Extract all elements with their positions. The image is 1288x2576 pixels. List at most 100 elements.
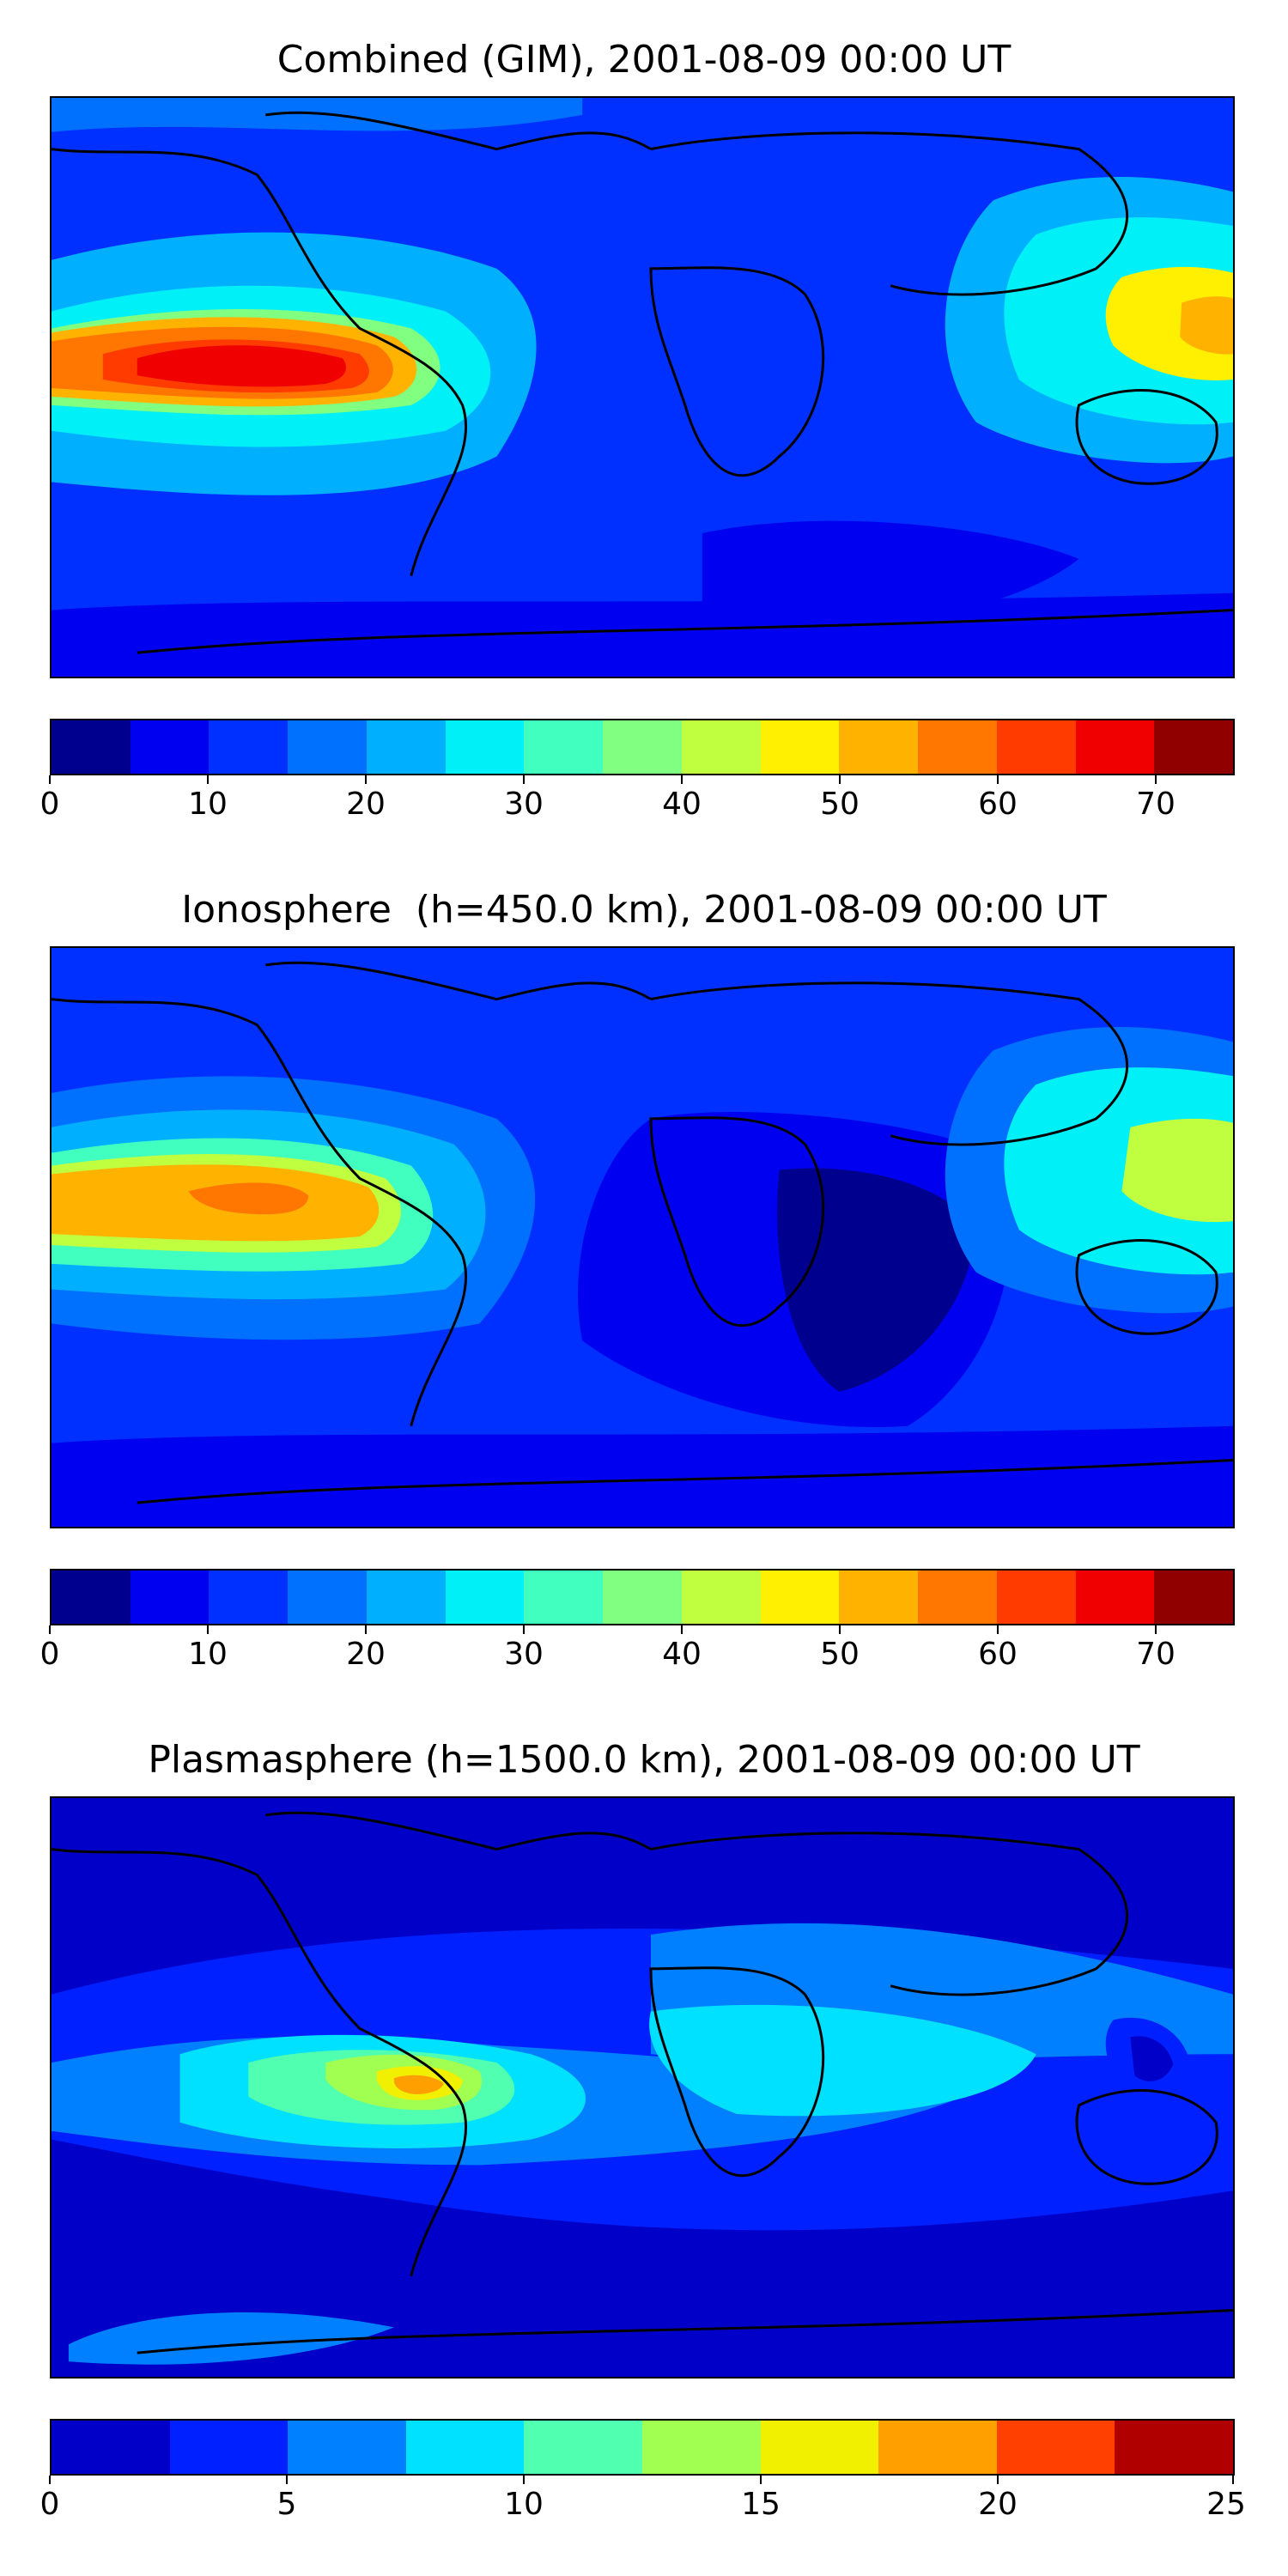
contour-band [777,1168,976,1392]
colorbar-tick-label: 40 [662,787,702,822]
colorbar-segment [839,1571,919,1624]
colorbar-segment [288,1571,367,1624]
colorbar-tick-label: 0 [39,2487,60,2522]
colorbar-tick-label: 70 [1136,1637,1176,1672]
colorbar-tick [839,1625,841,1634]
colorbar-tick [760,2476,762,2484]
contour-band [393,2075,444,2094]
colorbar-tick [1155,1625,1157,1634]
panel-3-map [50,1796,1235,2379]
colorbar-segment [524,720,604,774]
colorbar-tick-label: 25 [1206,2487,1246,2522]
colorbar-segment [603,720,682,774]
colorbar-tick [523,2476,525,2484]
colorbar-segment [445,1571,525,1624]
colorbar-segment [169,2421,289,2474]
colorbar-tick-label: 40 [662,1637,702,1672]
colorbar-tick-label: 50 [820,787,860,822]
colorbar-segment [760,2421,879,2474]
colorbar-tick-label: 10 [188,1637,228,1672]
colorbar-tick-label: 10 [188,787,228,822]
coastlines [52,1811,1233,2354]
colorbar-segment [1154,720,1234,774]
contour-band [702,520,1079,628]
colorbar-tick-label: 10 [504,2487,544,2522]
colorbar-segment [130,1571,210,1624]
panel-1-title: Combined (GIM), 2001-08-09 00:00 UT [276,38,1012,82]
contour-band [52,1425,1233,1527]
contour-band [188,1182,309,1215]
colorbar-segment [641,2421,761,2474]
panel-1-colorbar-ticks: 0 10 20 30 40 50 60 70 [40,775,1235,827]
colorbar-segment [760,1571,840,1624]
colorbar-tick [207,1625,209,1634]
colorbar-segment [760,720,840,774]
colorbar-segment [996,2421,1115,2474]
colorbar-tick [207,775,209,784]
colorbar-segment [1154,1571,1234,1624]
colorbar-segment [366,1571,446,1624]
contour-band [1105,266,1233,380]
colorbar-tick [523,1625,525,1634]
contour-band [52,98,583,132]
colorbar-tick-label: 60 [978,1637,1018,1672]
panel-3-colorbar-ticks: 0 5 10 15 20 25 [40,2476,1246,2527]
coastlines [52,961,1233,1504]
colorbar-tick [839,775,841,784]
panel-2-map-svg [52,948,1233,1527]
colorbar-segment [130,720,210,774]
contour-band [1004,1067,1233,1275]
colorbar-segment [52,1571,131,1624]
colorbar-tick [1155,775,1157,784]
colorbar-tick [681,1625,683,1634]
colorbar-tick-label: 50 [820,1637,860,1672]
colorbar-segment [1075,1571,1155,1624]
contour-band [1130,2036,1174,2081]
panel-3-title: Plasmasphere (h=1500.0 km), 2001-08-09 0… [148,1738,1140,1782]
colorbar-tick-label: 70 [1136,787,1176,822]
contour-band [137,345,346,387]
colorbar-segment [366,720,446,774]
colorbar-segment [918,1571,997,1624]
colorbar-tick-label: 15 [741,2487,781,2522]
colorbar-segment [918,720,997,774]
colorbar-segment [996,1571,1076,1624]
panel-1-colorbar [50,719,1235,775]
colorbar-tick [365,775,367,784]
colorbar-segment [603,1571,682,1624]
panel-2-title: Ionosphere (h=450.0 km), 2001-08-09 00:0… [181,888,1107,932]
coastlines [52,111,1233,654]
panel-1-map [50,96,1235,678]
colorbar-segment [1115,2421,1233,2474]
colorbar-segment [996,720,1076,774]
colorbar-segment [445,720,525,774]
contour-band [1121,1118,1233,1223]
colorbar-tick [997,1625,999,1634]
colorbar-tick-label: 20 [346,787,386,822]
colorbar-tick-label: 0 [39,1637,60,1672]
panel-3-map-svg [52,1798,1233,2377]
colorbar-tick [1232,2476,1234,2484]
colorbar-tick [49,2476,51,2484]
panel-2-colorbar [50,1569,1235,1625]
contour-band [52,592,1233,677]
colorbar-tick-label: 60 [978,787,1018,822]
colorbar-segment [524,1571,604,1624]
colorbar-segment [681,1571,761,1624]
panel-2-map [50,946,1235,1528]
colorbar-segment [288,720,367,774]
colorbar-segment [52,720,131,774]
colorbar-tick [997,775,999,784]
colorbar-segment [681,720,761,774]
colorbar-tick [523,775,525,784]
colorbar-tick [286,2476,288,2484]
panel-3-colorbar [50,2419,1235,2476]
colorbar-tick-label: 30 [504,787,544,822]
colorbar-segment [1075,720,1155,774]
colorbar-tick [681,775,683,784]
colorbar-tick-label: 30 [504,1637,544,1672]
colorbar-tick-label: 20 [978,2487,1018,2522]
panel-1-map-svg [52,98,1233,677]
colorbar-segment [878,2421,997,2474]
colorbar-segment [405,2421,525,2474]
